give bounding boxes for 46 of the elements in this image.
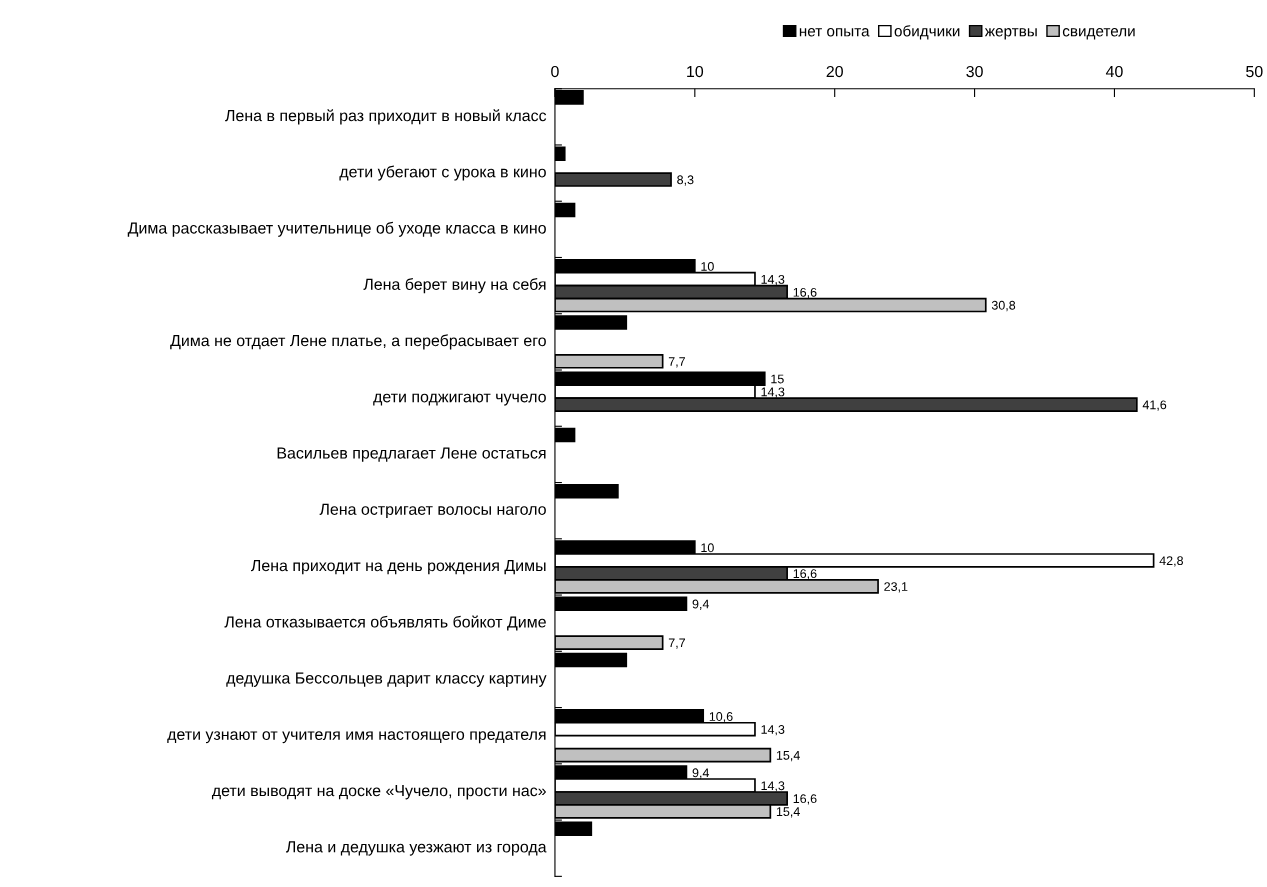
- y-tick-label: Лена остригает волосы наголо: [319, 503, 546, 519]
- data-label: 15: [771, 374, 784, 384]
- legend-label: свидетели: [1062, 28, 1135, 40]
- y-tick-label: дети убегают с урока в кино: [339, 165, 546, 181]
- y-tick-label: дети узнают от учителя имя настоящего предателя: [167, 731, 546, 744]
- legend-label: жертвы: [984, 28, 1037, 40]
- y-tick-label: Лена в первый раз приходит в новый класс: [225, 109, 547, 125]
- y-tick-label: дети поджигают чучело: [373, 393, 546, 406]
- x-tick-label: 30: [966, 65, 983, 78]
- data-label: 23,1: [884, 582, 908, 593]
- data-label: 30,8: [991, 300, 1016, 312]
- x-tick-label: 10: [687, 65, 704, 78]
- y-tick-label: Лена и дедушка уезжают из города: [285, 841, 547, 856]
- y-tick-label: Лена берет вину на себя: [363, 278, 546, 294]
- x-tick-label: 40: [1105, 65, 1123, 78]
- legend-label: обидчики: [894, 25, 960, 40]
- x-tick-label: 20: [826, 65, 843, 78]
- data-label: 10,6: [709, 712, 733, 723]
- data-label: 15,4: [776, 751, 800, 762]
- data-label: 42,8: [1159, 556, 1183, 567]
- y-tick-label: Дима рассказывает учительнице об уходе класса в кино: [127, 221, 546, 237]
- data-label: 7,7: [668, 638, 685, 649]
- data-label: 10: [701, 262, 714, 271]
- y-tick-label: дедушка Бессольцев дарит классу картину: [226, 672, 547, 687]
- data-label: 9,4: [692, 768, 710, 779]
- y-tick-label: Лена отказывается объявлять бойкот Диме: [224, 615, 546, 631]
- data-label: 15,4: [776, 807, 800, 818]
- x-tick-label: 50: [1246, 65, 1263, 78]
- data-label: 14,3: [761, 781, 785, 792]
- data-label: 41,6: [1142, 400, 1167, 411]
- y-tick-label: Васильев предлагает Лене остаться: [277, 447, 546, 462]
- data-label: 10: [701, 543, 714, 553]
- y-tick-label: дети выводят на доске «Чучело, прости нас»: [211, 785, 546, 800]
- data-label: 14,3: [761, 387, 785, 398]
- y-tick-label: Лена приходит на день рождения Димы: [251, 560, 546, 575]
- data-label: 16,6: [793, 569, 817, 580]
- data-label: 7,7: [668, 357, 685, 368]
- data-label: 14,3: [761, 725, 785, 736]
- legend-label: нет опыта: [799, 28, 870, 37]
- data-label: 16,6: [793, 794, 817, 805]
- data-label: 9,4: [692, 599, 710, 610]
- y-tick-label: Дима не отдает Лене платье, а перебрасывает его: [170, 334, 546, 350]
- data-label: 16,6: [793, 287, 817, 299]
- x-tick-label: 0: [551, 65, 559, 78]
- data-label: 14,3: [761, 274, 785, 286]
- data-label: 8,3: [677, 175, 694, 186]
